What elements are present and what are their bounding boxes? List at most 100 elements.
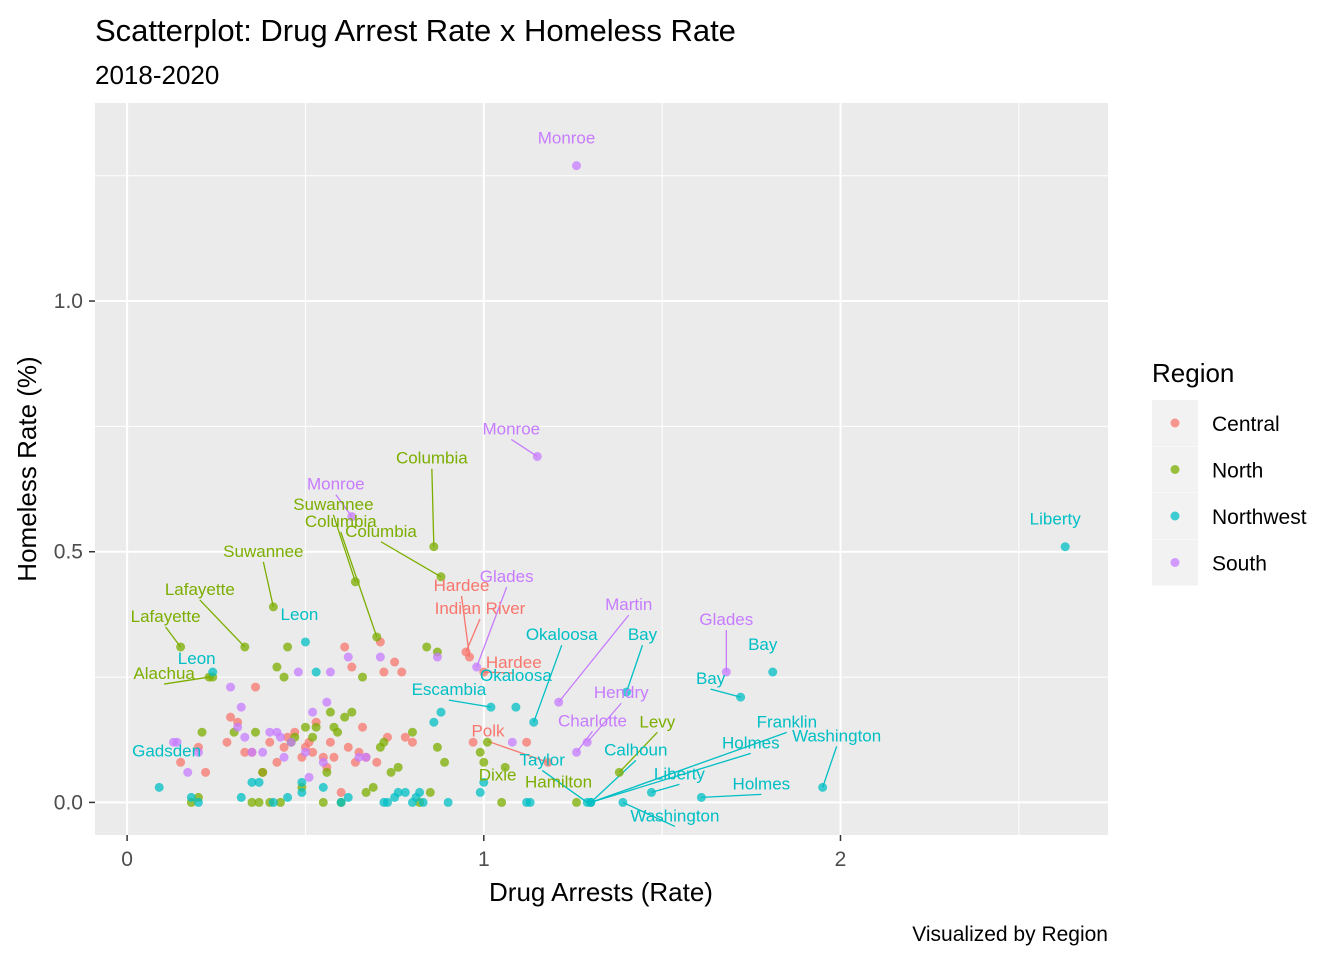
point-south [572, 747, 582, 757]
point-central [372, 757, 382, 767]
point-northwest [393, 787, 403, 797]
point-central [251, 682, 261, 692]
point-central [343, 742, 353, 752]
point-central [522, 737, 532, 747]
point-northwest [400, 787, 410, 797]
point-central [407, 737, 417, 747]
legend-key-north [1170, 465, 1180, 474]
point-northwest [1060, 542, 1070, 552]
legend-items: Central North Northwest South [1152, 400, 1307, 586]
point-north [429, 542, 439, 552]
point-northwest [618, 797, 628, 807]
point-label: Calhoun [604, 740, 667, 759]
label-leader-lines [164, 438, 838, 828]
point-central [336, 787, 346, 797]
point-south [325, 667, 335, 677]
chart-caption: Visualized by Region [912, 923, 1108, 946]
point-south [193, 747, 203, 757]
point-central [358, 722, 368, 732]
point-northwest [254, 777, 264, 787]
point-south [172, 737, 182, 747]
point-south [265, 727, 275, 737]
point-north [425, 787, 435, 797]
point-label: Monroe [307, 475, 365, 494]
point-south [532, 451, 542, 461]
point-label: Okaloosa [480, 666, 552, 685]
point-north [197, 727, 207, 737]
label-leader-line [590, 752, 751, 804]
point-north [482, 737, 492, 747]
point-northwest [154, 782, 164, 792]
point-south [318, 757, 328, 767]
point-central [390, 657, 400, 667]
point-northwest [236, 792, 246, 802]
point-north [393, 762, 403, 772]
legend-label: South [1212, 553, 1267, 576]
point-north [479, 757, 489, 767]
legend-label: North [1212, 460, 1263, 483]
point-south [375, 652, 385, 662]
point-label: Monroe [538, 129, 596, 148]
point-northwest [247, 777, 257, 787]
label-leader-line [590, 759, 637, 803]
point-northwest [300, 637, 310, 647]
point-central [222, 737, 232, 747]
point-central [340, 642, 350, 652]
point-north [368, 782, 378, 792]
x-axis-title: Drug Arrests (Rate) [489, 877, 713, 907]
point-label: Bay [628, 625, 658, 644]
label-leader-line [465, 618, 481, 653]
point-northwest [621, 687, 631, 697]
point-northwest [318, 782, 328, 792]
point-label: Washington [792, 726, 881, 745]
point-label: Monroe [482, 419, 540, 438]
point-label: Hendry [594, 683, 649, 702]
point-south [472, 662, 482, 672]
point-central [325, 737, 335, 747]
point-northwest [768, 667, 778, 677]
point-northwest [343, 792, 353, 802]
point-northwest [646, 787, 656, 797]
point-north [614, 767, 624, 777]
point-label: Polk [471, 721, 505, 740]
point-label: Glades [480, 567, 534, 586]
point-north [350, 577, 360, 587]
point-south [343, 652, 353, 662]
point-label: Washington [630, 806, 719, 825]
point-south [432, 652, 442, 662]
point-label: Bay [696, 669, 726, 688]
label-leader-line [335, 494, 353, 518]
point-label: Indian River [435, 599, 526, 618]
point-northwest [586, 797, 596, 807]
point-north [308, 732, 318, 742]
legend-title: Region [1152, 358, 1234, 388]
point-label: Taylor [520, 750, 566, 769]
point-central [329, 752, 339, 762]
y-axis-title: Homeless Rate (%) [12, 356, 42, 581]
label-leader-line [618, 731, 658, 773]
label-leader-line [533, 644, 563, 723]
point-label: Martin [605, 595, 652, 614]
point-south [582, 737, 592, 747]
point-central [272, 757, 282, 767]
x-tick-label: 2 [835, 848, 847, 871]
label-leader-line [380, 541, 442, 578]
label-leader-line [586, 702, 622, 743]
point-south [236, 702, 246, 712]
point-central [379, 667, 389, 677]
point-north [432, 742, 442, 752]
point-south [226, 682, 236, 692]
point-northwest [429, 717, 439, 727]
point-label: Levy [639, 712, 675, 731]
point-north [240, 642, 250, 652]
legend-key-south [1170, 558, 1180, 567]
point-north [436, 572, 446, 582]
point-north [347, 707, 357, 717]
point-north [422, 642, 432, 652]
point-northwest [443, 797, 453, 807]
point-south [286, 737, 296, 747]
point-north [275, 797, 285, 807]
point-northwest [382, 797, 392, 807]
